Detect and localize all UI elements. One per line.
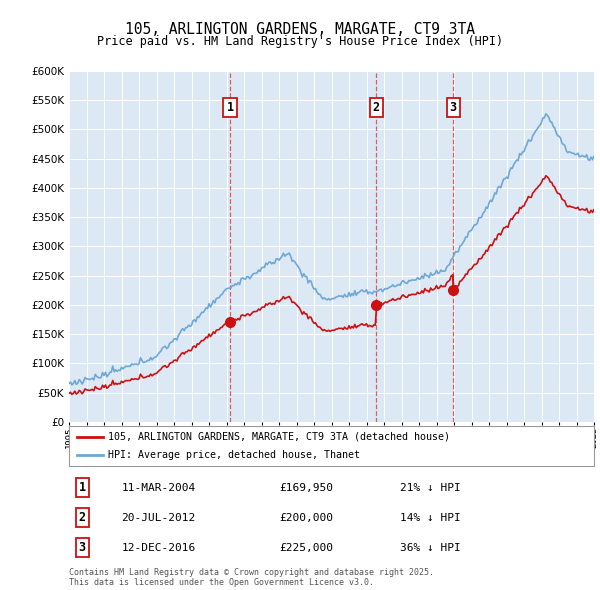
Text: £200,000: £200,000 xyxy=(279,513,333,523)
Text: 1: 1 xyxy=(79,481,86,494)
Text: Contains HM Land Registry data © Crown copyright and database right 2025.
This d: Contains HM Land Registry data © Crown c… xyxy=(69,568,434,587)
Text: 2: 2 xyxy=(373,101,380,114)
Text: £169,950: £169,950 xyxy=(279,483,333,493)
Text: HPI: Average price, detached house, Thanet: HPI: Average price, detached house, Than… xyxy=(109,450,361,460)
Text: 105, ARLINGTON GARDENS, MARGATE, CT9 3TA: 105, ARLINGTON GARDENS, MARGATE, CT9 3TA xyxy=(125,22,475,37)
Text: 36% ↓ HPI: 36% ↓ HPI xyxy=(400,543,461,553)
Text: 11-MAR-2004: 11-MAR-2004 xyxy=(121,483,196,493)
Text: 12-DEC-2016: 12-DEC-2016 xyxy=(121,543,196,553)
Text: Price paid vs. HM Land Registry's House Price Index (HPI): Price paid vs. HM Land Registry's House … xyxy=(97,35,503,48)
Text: 20-JUL-2012: 20-JUL-2012 xyxy=(121,513,196,523)
Text: £225,000: £225,000 xyxy=(279,543,333,553)
Text: 105, ARLINGTON GARDENS, MARGATE, CT9 3TA (detached house): 105, ARLINGTON GARDENS, MARGATE, CT9 3TA… xyxy=(109,432,451,442)
Text: 14% ↓ HPI: 14% ↓ HPI xyxy=(400,513,461,523)
Text: 21% ↓ HPI: 21% ↓ HPI xyxy=(400,483,461,493)
Text: 1: 1 xyxy=(226,101,233,114)
Text: 2: 2 xyxy=(79,511,86,525)
Text: 3: 3 xyxy=(79,542,86,555)
Text: 3: 3 xyxy=(449,101,457,114)
